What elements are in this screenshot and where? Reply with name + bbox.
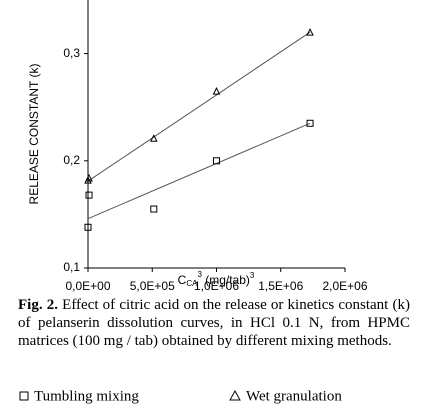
point	[212, 87, 221, 95]
x-tick-label: 0,0E+00	[65, 279, 110, 292]
point	[149, 134, 158, 142]
y-tick-label: 0,1	[63, 260, 80, 274]
point	[84, 223, 92, 231]
legend: Tumbling mixing Wet granulation	[19, 388, 342, 404]
caption: Fig. 2. Effect of citric acid on the rel…	[18, 296, 410, 350]
caption-text: Effect of citric acid on the release or …	[18, 297, 410, 349]
x-label-sub: CA	[186, 279, 198, 288]
y-tick-label: 0,3	[63, 46, 80, 60]
x-tick-label: 1,0E+06	[194, 279, 239, 292]
legend-label: Tumbling mixing	[34, 388, 139, 404]
point	[85, 191, 93, 199]
x-tick-label: 2,0E+06	[322, 279, 367, 292]
legend-triangle	[229, 389, 241, 401]
x-axis-label: CCA3 (mg/tab)3	[178, 270, 255, 288]
x-label-base: C	[178, 273, 187, 287]
point	[306, 28, 314, 36]
point	[213, 157, 220, 165]
trendline	[87, 122, 311, 220]
x-label-sup2: 3	[250, 271, 255, 280]
point	[150, 205, 158, 213]
caption-label: Fig. 2.	[18, 297, 58, 313]
x-label-rest: (mg/tab)	[202, 273, 250, 287]
legend-square	[19, 391, 29, 401]
chart: RELEASE CONSTANT (k) CCA3 (mg/tab)3 0,10…	[27, 0, 368, 293]
point	[85, 173, 93, 182]
trendline	[87, 31, 311, 182]
x-tick-label: 5,0E+05	[130, 279, 175, 292]
x-tick-label: 1,5E+06	[258, 279, 303, 292]
y-tick-label: 0,2	[63, 153, 80, 167]
legend-label: Wet granulation	[246, 388, 342, 404]
y-axis-label: RELEASE CONSTANT (k)	[27, 64, 41, 205]
x-label-sup: 3	[197, 270, 202, 279]
point	[306, 119, 314, 127]
